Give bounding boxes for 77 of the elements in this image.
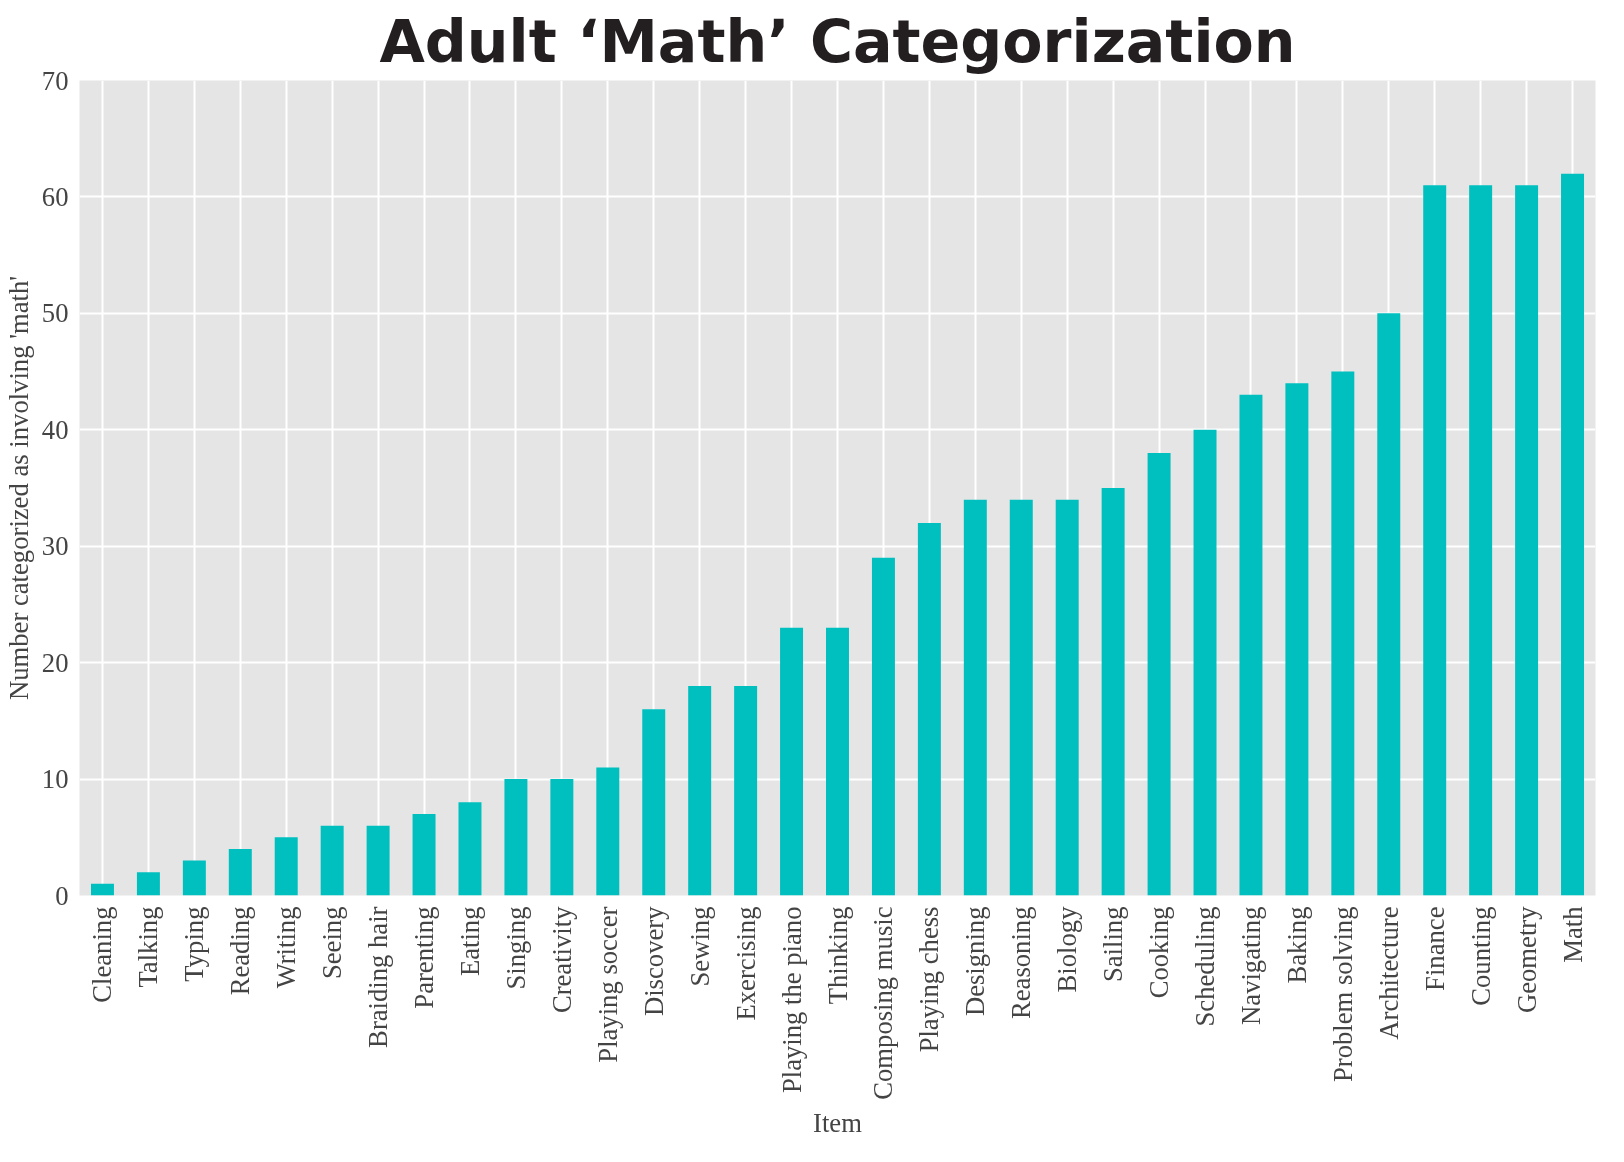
bar	[1515, 185, 1539, 896]
y-tick-label: 30	[41, 531, 69, 562]
x-tick-label: Exercising	[730, 906, 761, 1021]
x-tick-label: Problem solving	[1327, 906, 1358, 1082]
bar	[1055, 499, 1079, 896]
bar	[550, 779, 574, 896]
y-tick-label: 40	[41, 414, 69, 445]
x-tick-label: Composing music	[868, 906, 899, 1100]
x-tick-label: Playing chess	[914, 906, 945, 1053]
bar	[1285, 383, 1309, 896]
x-tick-label: Biology	[1052, 905, 1083, 993]
bar	[504, 779, 528, 896]
x-tick-label: Discovery	[638, 905, 669, 1017]
bar	[780, 627, 804, 896]
x-tick-label: Cooking	[1144, 906, 1175, 999]
x-tick-label: Talking	[133, 906, 164, 988]
bar	[320, 825, 344, 896]
bar	[366, 825, 390, 896]
x-tick-label: Baking	[1281, 906, 1312, 984]
x-tick-label: Reasoning	[1006, 906, 1037, 1020]
bar	[688, 685, 712, 896]
bar	[871, 557, 895, 896]
x-tick-label: Singing	[500, 906, 531, 990]
bar	[1101, 488, 1125, 896]
bar	[1147, 453, 1171, 896]
bar	[734, 685, 758, 896]
bar	[1469, 185, 1493, 896]
y-tick-label: 20	[41, 647, 69, 678]
bar	[458, 802, 482, 896]
bar	[136, 872, 160, 896]
x-tick-label: Math	[1557, 906, 1588, 963]
x-tick-label: Playing the piano	[776, 906, 807, 1094]
bar	[412, 814, 436, 896]
bar	[228, 848, 252, 896]
x-tick-label: Architecture	[1373, 906, 1404, 1040]
bar	[596, 767, 620, 896]
x-tick-label: Finance	[1419, 906, 1450, 991]
bar	[1561, 173, 1585, 896]
x-tick-label: Navigating	[1235, 906, 1266, 1025]
x-tick-label: Cleaning	[87, 906, 118, 1003]
y-tick-label: 50	[41, 298, 69, 329]
y-tick-label: 0	[55, 880, 69, 911]
x-tick-label: Braiding hair	[363, 906, 394, 1048]
x-tick-label: Playing soccer	[592, 906, 623, 1063]
bar	[90, 883, 114, 896]
y-tick-label: 70	[41, 65, 69, 96]
y-tick-label: 60	[41, 181, 69, 212]
x-tick-label: Writing	[271, 906, 302, 989]
x-tick-label: Typing	[179, 906, 210, 982]
x-tick-label: Geometry	[1511, 905, 1542, 1014]
x-tick-label: Creativity	[546, 905, 577, 1014]
x-axis-title: Item	[813, 1107, 863, 1138]
bar	[1423, 185, 1447, 896]
x-tick-label: Eating	[454, 906, 485, 977]
y-tick-label: 10	[41, 764, 69, 795]
x-tick-label: Parenting	[409, 906, 440, 1009]
x-tick-label: Counting	[1465, 906, 1496, 1006]
bar	[642, 709, 666, 896]
bar	[1331, 371, 1355, 896]
bar	[1009, 499, 1033, 896]
x-tick-label: Thinking	[822, 906, 853, 1005]
x-tick-label: Sewing	[684, 906, 715, 987]
y-axis-title: Number categorized as involving 'math'	[3, 275, 34, 701]
bar	[274, 837, 298, 896]
bar	[1239, 394, 1263, 896]
bar	[1193, 429, 1217, 896]
bar	[963, 499, 987, 896]
bar	[182, 860, 206, 896]
chart-title: Adult ‘Math’ Categorization	[379, 7, 1296, 76]
x-tick-label: Reading	[225, 906, 256, 996]
bar	[1377, 313, 1401, 896]
x-tick-label: Scheduling	[1190, 906, 1221, 1027]
x-tick-label: Seeing	[317, 906, 348, 980]
x-tick-label: Sailing	[1098, 906, 1129, 983]
bar	[917, 522, 941, 896]
bar	[826, 627, 849, 896]
x-tick-label: Designing	[960, 906, 991, 1017]
